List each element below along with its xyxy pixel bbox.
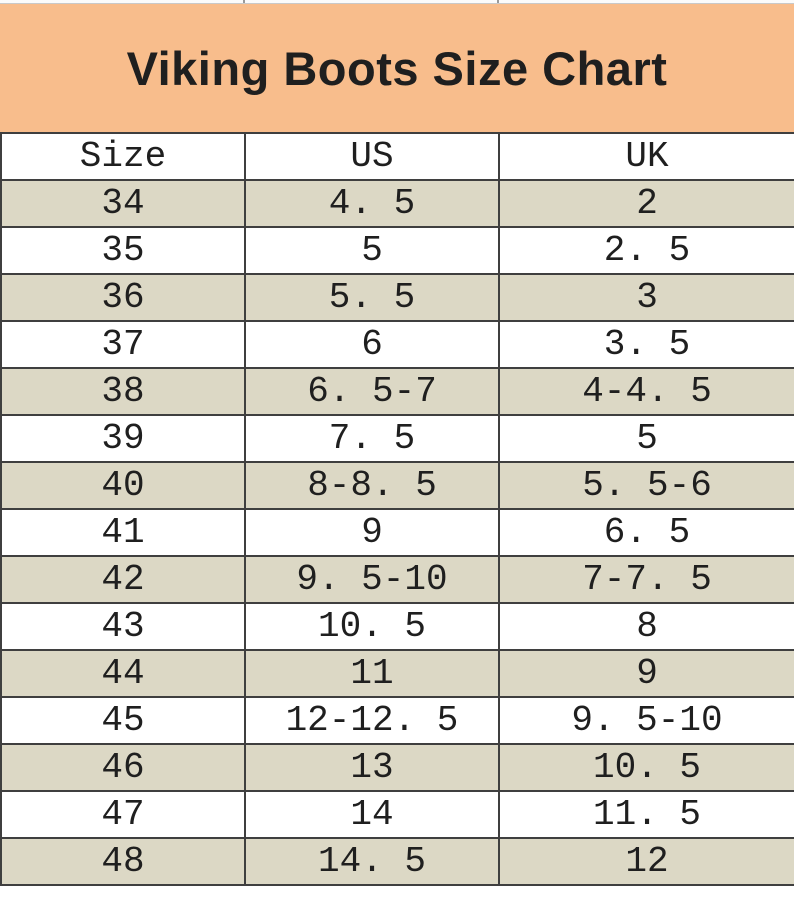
table-row: 41 9 6. 5 (0, 508, 794, 557)
table-cell: 14 (244, 790, 500, 839)
size-table-body: 34 4. 5 2 35 5 2. 5 36 5. 5 3 37 6 3. 5 38 6. 5-7 4-4.… (0, 179, 794, 886)
table-cell: 35 (0, 226, 246, 275)
table-cell: 2. 5 (498, 226, 794, 275)
column-header-uk: UK (498, 132, 794, 181)
table-row: 40 8-8. 5 5. 5-6 (0, 461, 794, 510)
table-cell: 42 (0, 555, 246, 604)
table-cell: 12-12. 5 (244, 696, 500, 745)
table-cell: 7. 5 (244, 414, 500, 463)
table-header-row: Size US UK (0, 132, 794, 181)
table-cell: 3 (498, 273, 794, 322)
table-row: 47 14 11. 5 (0, 790, 794, 839)
table-cell: 46 (0, 743, 246, 792)
table-cell: 40 (0, 461, 246, 510)
table-cell: 48 (0, 837, 246, 886)
table-row: 38 6. 5-7 4-4. 5 (0, 367, 794, 416)
table-cell: 5 (498, 414, 794, 463)
table-cell: 10. 5 (244, 602, 500, 651)
table-row: 45 12-12. 5 9. 5-10 (0, 696, 794, 745)
column-header-size: Size (0, 132, 246, 181)
table-cell: 39 (0, 414, 246, 463)
table-cell: 41 (0, 508, 246, 557)
column-divider-mark (243, 0, 245, 3)
table-cell: 6 (244, 320, 500, 369)
table-cell: 5. 5 (244, 273, 500, 322)
table-cell: 38 (0, 367, 246, 416)
table-row: 37 6 3. 5 (0, 320, 794, 369)
column-header-us: US (244, 132, 500, 181)
table-row: 35 5 2. 5 (0, 226, 794, 275)
table-cell: 14. 5 (244, 837, 500, 886)
table-cell: 43 (0, 602, 246, 651)
table-row: 46 13 10. 5 (0, 743, 794, 792)
table-cell: 9 (498, 649, 794, 698)
table-cell: 8-8. 5 (244, 461, 500, 510)
table-cell: 5. 5-6 (498, 461, 794, 510)
column-divider-mark (497, 0, 499, 3)
table-cell: 11. 5 (498, 790, 794, 839)
table-cell: 44 (0, 649, 246, 698)
table-cell: 37 (0, 320, 246, 369)
table-row: 42 9. 5-10 7-7. 5 (0, 555, 794, 604)
table-cell: 47 (0, 790, 246, 839)
table-cell: 45 (0, 696, 246, 745)
table-cell: 34 (0, 179, 246, 228)
table-cell: 7-7. 5 (498, 555, 794, 604)
title-banner: Viking Boots Size Chart (0, 3, 794, 132)
table-row: 48 14. 5 12 (0, 837, 794, 886)
table-cell: 5 (244, 226, 500, 275)
table-cell: 6. 5-7 (244, 367, 500, 416)
table-cell: 4-4. 5 (498, 367, 794, 416)
table-row: 44 11 9 (0, 649, 794, 698)
table-cell: 2 (498, 179, 794, 228)
table-cell: 4. 5 (244, 179, 500, 228)
table-cell: 9. 5-10 (244, 555, 500, 604)
table-cell: 11 (244, 649, 500, 698)
table-cell: 8 (498, 602, 794, 651)
table-cell: 13 (244, 743, 500, 792)
page-title: Viking Boots Size Chart (126, 41, 668, 95)
table-cell: 12 (498, 837, 794, 886)
top-edge-strip (0, 0, 794, 3)
table-cell: 9. 5-10 (498, 696, 794, 745)
table-cell: 36 (0, 273, 246, 322)
table-cell: 6. 5 (498, 508, 794, 557)
table-cell: 10. 5 (498, 743, 794, 792)
table-cell: 3. 5 (498, 320, 794, 369)
table-cell: 9 (244, 508, 500, 557)
